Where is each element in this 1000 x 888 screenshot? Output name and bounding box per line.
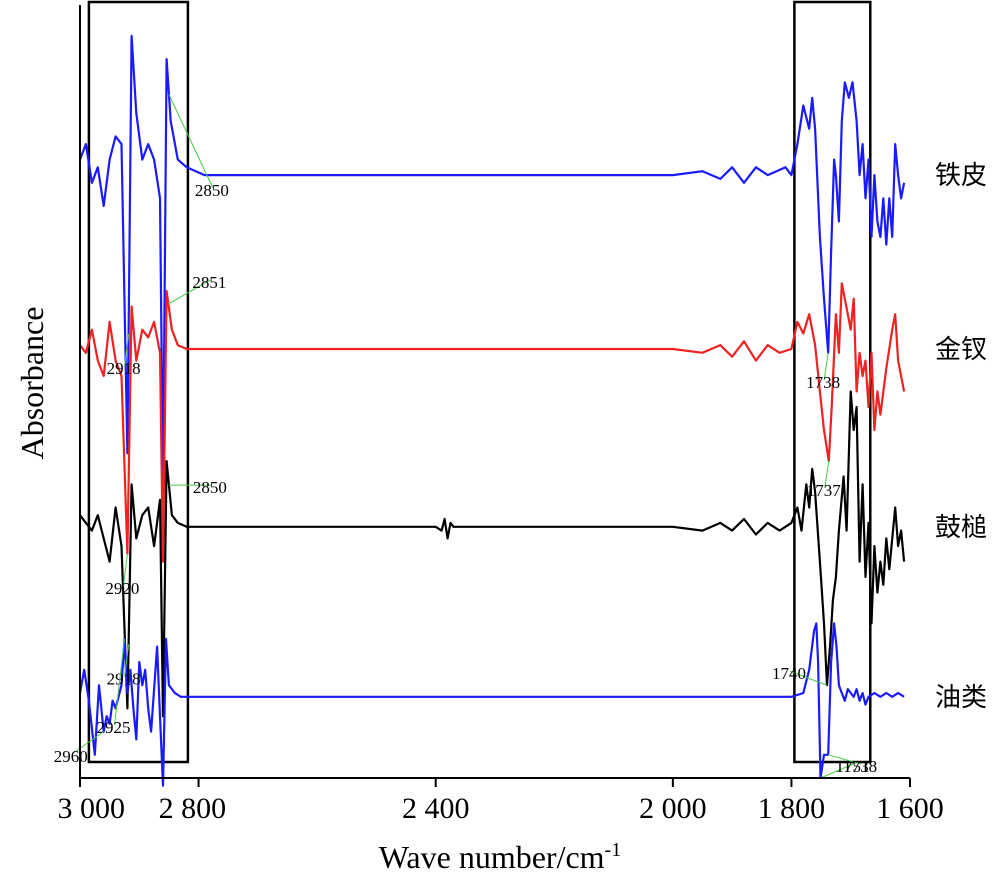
annotation-leader xyxy=(122,553,128,586)
peak-label: 2925 xyxy=(96,718,130,737)
series-label: 鼓槌 xyxy=(935,513,987,542)
peak-label: 2850 xyxy=(195,181,229,200)
peak-label: 1738 xyxy=(806,373,840,392)
x-tick-label: 2 800 xyxy=(159,792,227,825)
x-tick-label: 2 000 xyxy=(639,792,707,825)
x-tick-label: 1 800 xyxy=(758,792,826,825)
annotation-leader xyxy=(124,644,130,677)
x-tick-label: 3 000 xyxy=(58,792,126,825)
peak-label: 2918 xyxy=(107,669,141,688)
annotation-leader xyxy=(828,754,862,765)
axes: 3 000 2 800 2 400 2 000 1 800 1 600 xyxy=(58,5,944,825)
peak-label: 1740 xyxy=(772,664,806,683)
series-line xyxy=(78,34,906,486)
annotation-leader xyxy=(124,334,130,367)
annotation-leader xyxy=(113,638,125,726)
peak-label: 1751 xyxy=(835,757,869,776)
annotation-leader xyxy=(789,670,828,686)
x-tick-label: 1 600 xyxy=(876,792,944,825)
peak-label: 2851 xyxy=(192,273,226,292)
peak-label: 2960 xyxy=(54,747,88,766)
annotation-leader xyxy=(824,460,830,489)
series-label: 油类 xyxy=(935,683,987,712)
peak-label: 2920 xyxy=(105,579,139,598)
annotation-leader xyxy=(820,763,854,779)
series-line xyxy=(79,390,906,718)
peak-label: 2918 xyxy=(107,359,141,378)
highlight-box xyxy=(87,0,190,764)
annotation-leader xyxy=(168,279,211,305)
x-axis-title: Wave number/cm-1 xyxy=(379,839,621,875)
peak-label: 2850 xyxy=(193,478,227,497)
annotation-leader xyxy=(168,94,214,189)
x-tick-label: 2 400 xyxy=(402,792,470,825)
annotation-leader xyxy=(823,352,829,380)
annotation-leader xyxy=(71,731,105,755)
y-axis-title: Absorbance xyxy=(14,307,50,460)
peak-annotations: 2918 2850 1738 2920 2851 1737 2918 2850 1740 2925… xyxy=(54,94,877,779)
series-line xyxy=(79,282,906,563)
peak-label: 1737 xyxy=(807,481,842,500)
highlight-boxes xyxy=(87,0,872,764)
series-label: 铁皮 xyxy=(935,161,987,190)
series-line xyxy=(78,622,905,787)
series-label: 金钗 xyxy=(935,335,987,364)
peak-label: 1738 xyxy=(843,757,877,776)
